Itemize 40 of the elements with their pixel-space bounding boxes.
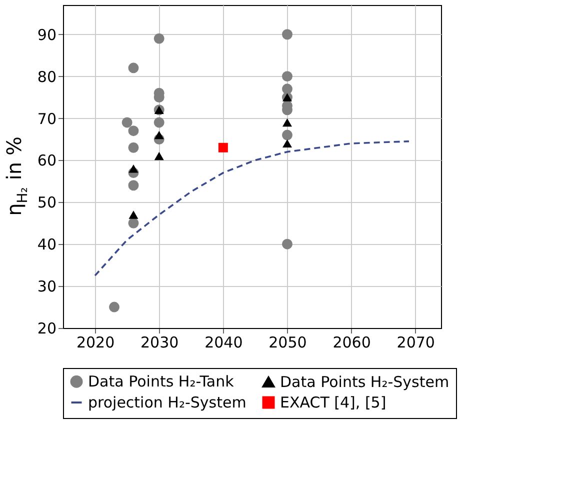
point [128,180,139,191]
x-tick-label: 2040 [204,334,243,352]
legend-label: Data Points H₂-Tank [88,372,234,391]
point [282,29,292,40]
y-tick-label: 90 [37,26,56,44]
x-tick-label: 2050 [268,334,307,352]
point [128,164,138,173]
point [128,218,139,228]
y-tick-label: 20 [37,320,56,338]
x-tick-label: 2060 [332,334,371,352]
y-tick-label: 30 [37,278,56,296]
point [154,33,164,44]
point [282,130,292,140]
y-tick-label: 60 [37,152,56,170]
point [128,210,138,219]
point [122,117,132,128]
x-tick-label: 2070 [396,334,435,352]
y-tick-label: 40 [37,236,56,254]
point [154,152,164,160]
legend-label: projection H₂-System [88,394,246,412]
point [128,142,139,153]
point [218,142,228,152]
point [154,117,164,128]
point [282,139,292,148]
line-series [94,140,410,276]
legend-label: EXACT [4], [5] [280,394,386,412]
legend-label: Data Points H₂-System [280,372,450,391]
point [282,238,292,250]
point [154,130,164,140]
point [128,126,139,136]
point [128,62,139,74]
point [109,302,120,312]
point [282,71,292,82]
point [282,118,292,127]
x-tick-label: 2020 [76,334,115,352]
y-tick-label: 70 [37,110,56,128]
y-tick-label: 50 [37,194,56,212]
x-tick-label: 2030 [140,334,179,352]
y-tick-label: 80 [37,68,56,86]
y-axis-title: ηH₂ in % [2,136,31,216]
